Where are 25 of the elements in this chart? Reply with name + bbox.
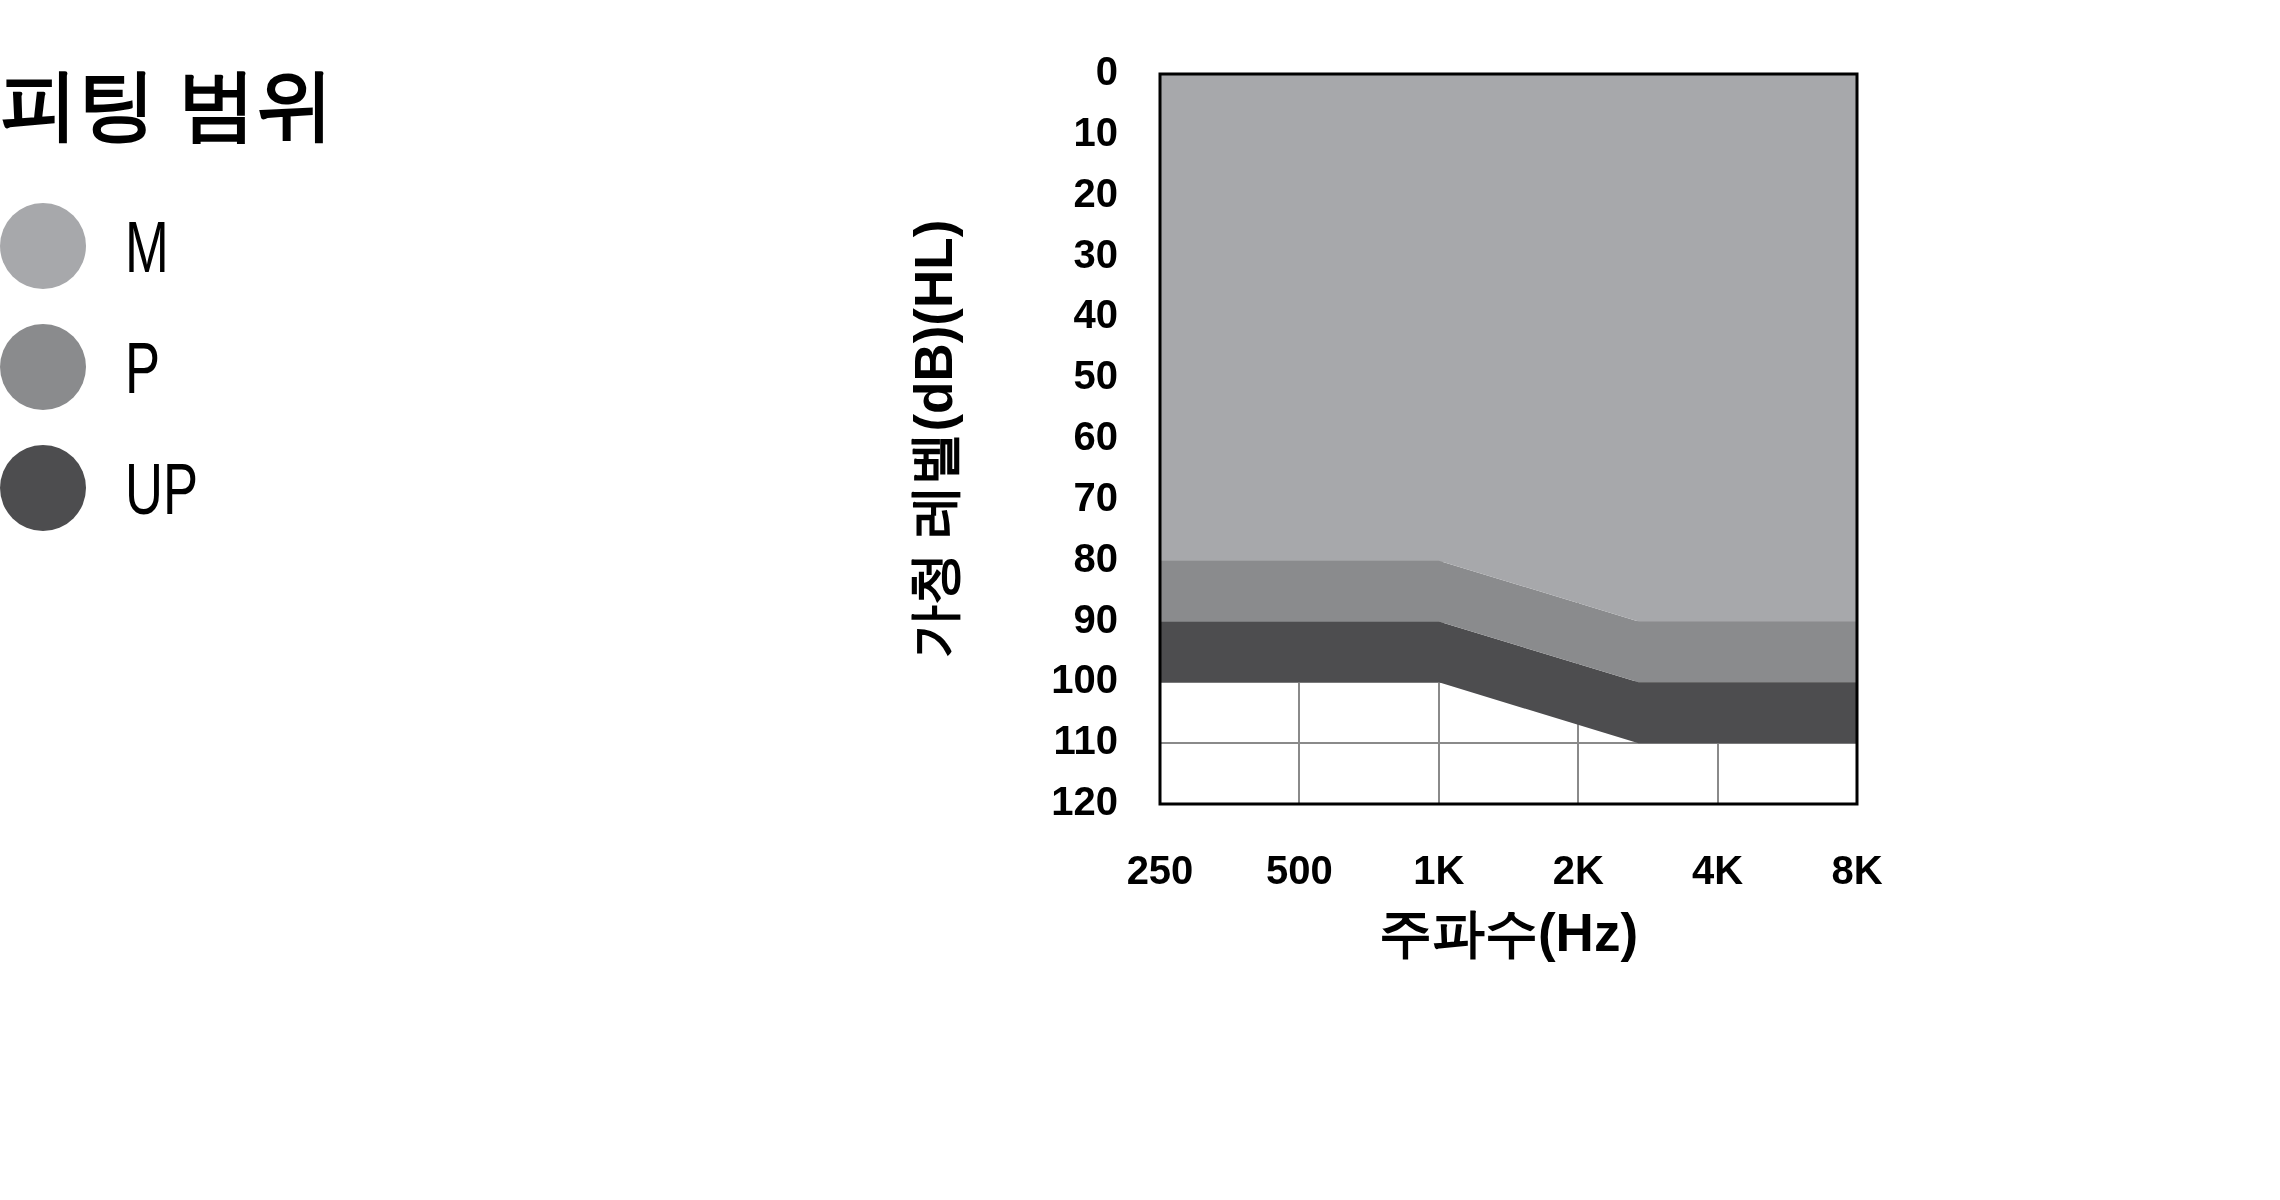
x-tick-label: 8K xyxy=(1831,848,1883,893)
x-tick-label: 250 xyxy=(1126,848,1194,893)
x-tick-label: 1K xyxy=(1413,848,1465,893)
y-tick-label: 110 xyxy=(1053,718,1118,763)
y-tick-label: 0 xyxy=(1095,49,1118,94)
y-tick-label: 90 xyxy=(1073,596,1118,641)
y-tick-label: 20 xyxy=(1073,170,1118,215)
legend-title: 피팅 범위 xyxy=(0,60,334,148)
y-tick-label: 80 xyxy=(1073,535,1118,580)
y-tick-label: 50 xyxy=(1073,353,1118,398)
legend-label: UP xyxy=(125,447,199,529)
legend-label: M xyxy=(125,205,169,287)
y-tick-label: 40 xyxy=(1073,292,1118,337)
x-tick-label: 2K xyxy=(1552,848,1604,893)
y-tick-label: 10 xyxy=(1073,109,1118,154)
y-axis-title: 가청 레벨(dB)(HL) xyxy=(904,219,964,659)
x-tick-label: 500 xyxy=(1266,848,1333,893)
x-axis-title: 주파수(Hz) xyxy=(1378,902,1639,962)
y-tick-label: 100 xyxy=(1051,657,1118,702)
x-tick-label: 4K xyxy=(1692,848,1744,893)
y-tick-label: 70 xyxy=(1073,474,1118,519)
y-tick-label: 60 xyxy=(1073,414,1118,459)
y-tick-label: 30 xyxy=(1073,231,1118,276)
y-tick-label: 120 xyxy=(1051,779,1118,824)
legend-label: P xyxy=(125,326,161,408)
